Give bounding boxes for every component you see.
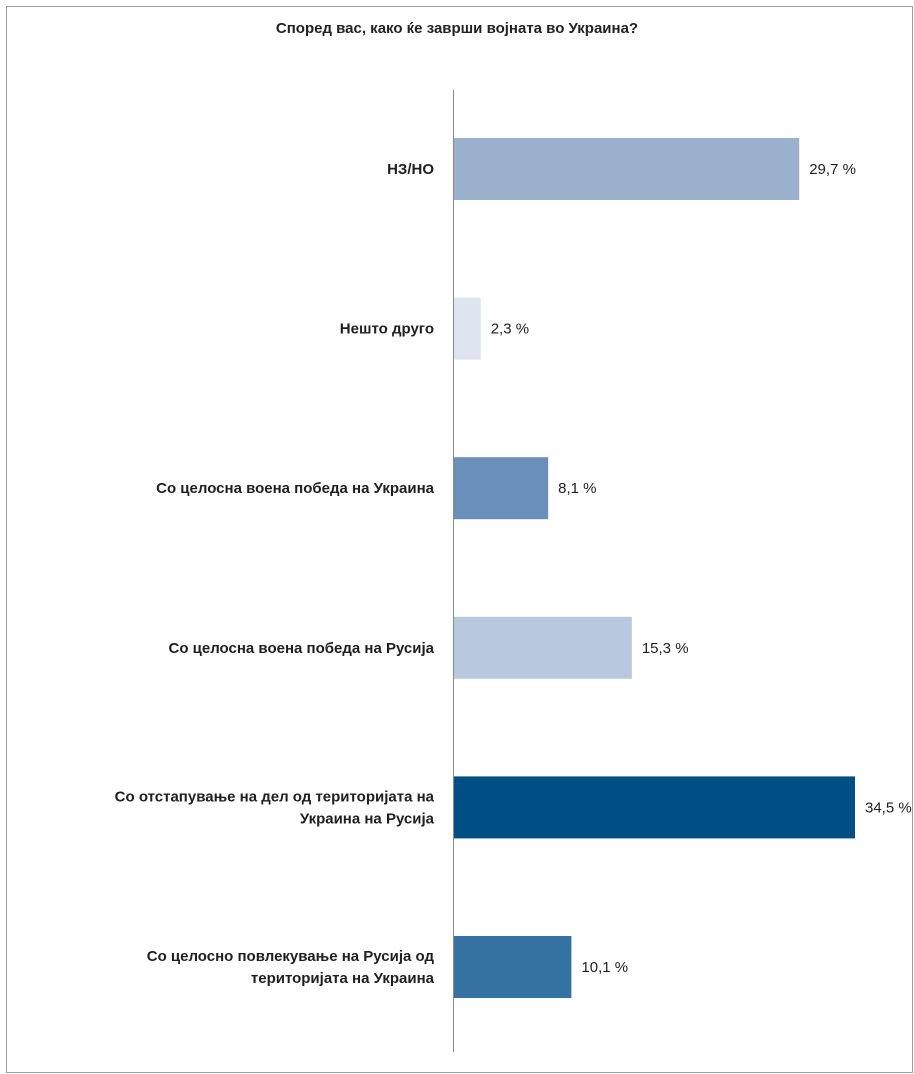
bar-4 <box>454 616 632 679</box>
category-label-6-line-2: територијата на Украина <box>251 970 435 987</box>
category-label-2: Нешто друго <box>340 321 434 338</box>
category-label-5-line-1: Со отстапување на дел од територијата на <box>115 788 435 805</box>
data-label-4: 15,3 % <box>642 640 689 657</box>
data-label-1: 29,7 % <box>809 161 856 178</box>
category-label-3: Со целосна воена победа на Украина <box>156 480 435 497</box>
chart-title: Според вас, како ќе заврши војната во Ук… <box>275 20 639 37</box>
data-label-6: 10,1 % <box>581 959 628 976</box>
category-label-6-line-1: Со целосно повлекување на Русија од <box>147 948 435 965</box>
data-label-3: 8,1 % <box>558 480 596 497</box>
data-label-2: 2,3 % <box>491 321 529 338</box>
bar-5 <box>454 776 855 839</box>
bar-2 <box>454 297 481 360</box>
category-label-1: НЗ/НО <box>387 161 434 178</box>
bar-6 <box>454 936 572 998</box>
category-label-4: Со целосна воена победа на Русија <box>168 640 434 657</box>
category-label-5-line-2: Украина на Русија <box>300 810 435 827</box>
bar-1 <box>454 138 800 200</box>
bar-3 <box>454 457 549 520</box>
data-label-5: 34,5 % <box>865 799 912 816</box>
